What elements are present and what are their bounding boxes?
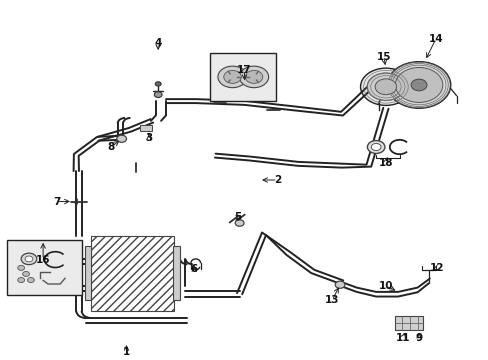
Text: 9: 9: [415, 333, 422, 343]
Text: 7: 7: [53, 197, 61, 207]
Text: 17: 17: [237, 64, 251, 75]
Bar: [173, 246, 179, 300]
Text: 2: 2: [273, 175, 281, 185]
Text: 11: 11: [395, 333, 409, 343]
Circle shape: [155, 82, 161, 86]
Circle shape: [117, 135, 126, 142]
Bar: [91, 235, 173, 311]
Bar: [210, 53, 276, 101]
Bar: [85, 246, 91, 300]
Text: 18: 18: [378, 158, 392, 168]
Text: 3: 3: [145, 133, 152, 143]
Circle shape: [386, 62, 450, 108]
Circle shape: [374, 79, 396, 95]
Text: 13: 13: [325, 295, 339, 305]
Circle shape: [410, 79, 426, 91]
Text: 10: 10: [378, 281, 392, 291]
Circle shape: [235, 220, 244, 226]
Circle shape: [27, 278, 34, 283]
Text: 6: 6: [190, 264, 198, 274]
Text: 8: 8: [107, 142, 115, 152]
Circle shape: [334, 281, 344, 288]
Circle shape: [239, 66, 268, 87]
Circle shape: [360, 68, 410, 105]
Text: 16: 16: [36, 255, 50, 265]
Bar: [140, 126, 152, 131]
Bar: [394, 316, 422, 330]
Circle shape: [366, 140, 384, 153]
Circle shape: [22, 271, 29, 276]
Text: 1: 1: [122, 347, 130, 357]
Circle shape: [154, 92, 162, 98]
Text: 14: 14: [427, 35, 442, 44]
Text: 12: 12: [429, 263, 444, 273]
Bar: [6, 240, 82, 296]
Text: 15: 15: [376, 52, 390, 62]
Circle shape: [21, 253, 37, 265]
Circle shape: [370, 143, 380, 150]
Circle shape: [18, 278, 24, 283]
Text: 4: 4: [154, 38, 162, 48]
Circle shape: [224, 71, 241, 84]
Circle shape: [25, 256, 33, 262]
Circle shape: [18, 265, 24, 270]
Circle shape: [366, 73, 404, 100]
Circle shape: [218, 66, 246, 87]
Circle shape: [244, 71, 262, 84]
Text: 5: 5: [234, 212, 241, 221]
Circle shape: [394, 67, 442, 103]
